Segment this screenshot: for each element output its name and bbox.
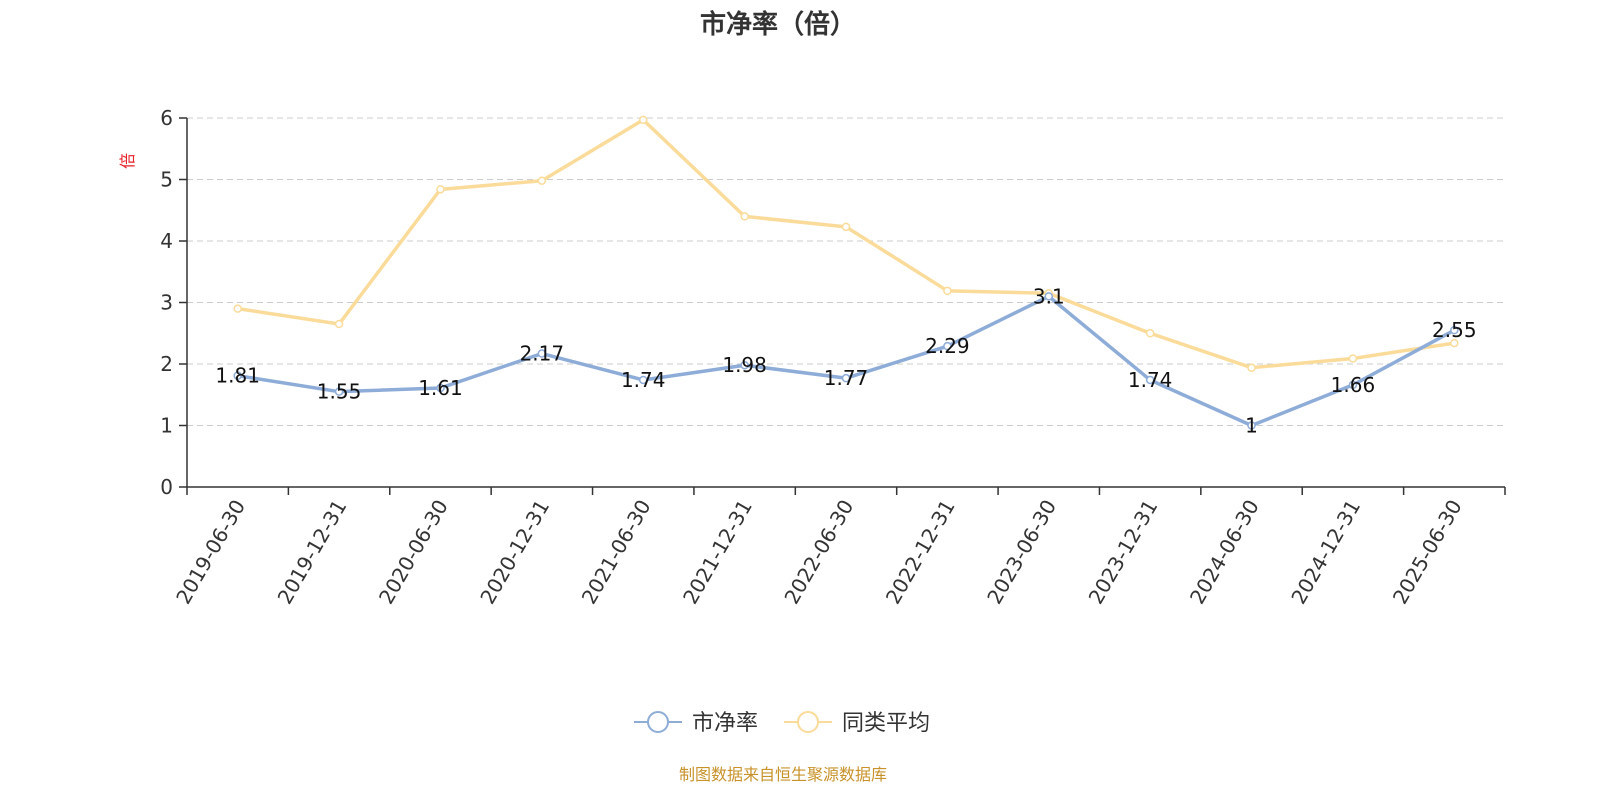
y-axis-ticks: 0 1 2 3 4 5 6 <box>160 106 187 499</box>
pb-point <box>841 373 851 383</box>
data-label: 2.55 <box>1432 318 1477 342</box>
series-line-pb <box>237 294 1456 428</box>
pb-point <box>537 349 547 358</box>
data-label: 1.66 <box>1331 373 1376 397</box>
peer-avg-point <box>740 212 749 221</box>
peer-avg-point <box>1247 363 1256 372</box>
data-label: 3.1 <box>1033 284 1065 308</box>
pb-point <box>1247 421 1256 430</box>
data-label: 1.98 <box>722 353 767 377</box>
peer-avg-point <box>334 319 344 329</box>
y-tick-label-1: 1 <box>160 414 173 438</box>
data-label: 2.17 <box>520 342 565 366</box>
pb-point <box>638 375 648 385</box>
data-label: 1.81 <box>215 364 260 388</box>
x-tick-label: 2023-12-31 <box>1084 496 1163 609</box>
x-axis-ticks: 2019-06-30 2019-12-31 2020-06-30 2020-12-31… <box>171 487 1506 609</box>
y-tick-label-6: 6 <box>160 106 173 130</box>
x-tick-label: 2019-06-30 <box>171 496 250 609</box>
y-axis-unit-label: 倍 <box>118 153 137 169</box>
legend-item-pb[interactable]: 市净率 <box>634 711 758 736</box>
x-tick-label: 2019-12-31 <box>273 496 352 609</box>
peer-avg-point <box>233 304 242 313</box>
data-label: 2.29 <box>925 334 970 358</box>
source-note: 制图数据来自恒生聚源数据库 <box>679 765 887 784</box>
pb-point <box>1145 375 1155 385</box>
pb-point <box>1044 292 1054 301</box>
x-tick-label: 2024-12-31 <box>1286 496 1365 609</box>
data-label: 1 <box>1245 414 1258 438</box>
y-tick-label-0: 0 <box>160 475 173 499</box>
x-tick-label: 2022-12-31 <box>881 496 960 609</box>
x-tick-label: 2021-12-31 <box>678 496 757 609</box>
x-tick-label: 2024-06-30 <box>1185 496 1264 609</box>
peer-avg-point <box>1450 338 1459 348</box>
pb-point <box>334 387 344 396</box>
pb-point <box>233 371 242 380</box>
data-label: 1.61 <box>418 376 463 400</box>
series-line-peer-avg <box>237 118 1455 370</box>
x-tick-label: 2023-06-30 <box>982 496 1061 609</box>
legend-marker-peer-avg <box>797 711 819 733</box>
legend-label-peer-avg: 同类平均 <box>842 711 930 736</box>
data-label: 1.74 <box>1128 368 1173 392</box>
data-label: 1.55 <box>317 380 362 404</box>
x-tick-label: 2021-06-30 <box>577 496 656 609</box>
x-tick-label: 2025-06-30 <box>1388 496 1467 609</box>
data-label: 1.77 <box>824 366 869 390</box>
legend-item-peer-avg[interactable]: 同类平均 <box>784 711 930 736</box>
peer-avg-point <box>537 176 547 185</box>
pb-point <box>1450 325 1459 335</box>
pb-point <box>1348 380 1358 390</box>
pb-point <box>943 341 952 351</box>
legend[interactable]: 市净率 同类平均 <box>634 711 930 736</box>
legend-marker-pb <box>647 711 669 733</box>
y-tick-label-2: 2 <box>160 352 173 376</box>
y-tick-label-5: 5 <box>160 168 173 192</box>
y-tick-label-3: 3 <box>160 291 173 315</box>
pb-point <box>740 360 749 370</box>
data-labels: 1.81 1.55 1.61 2.17 1.74 1.98 1.77 2.29 3.1 1.74 1… <box>215 284 1476 437</box>
x-tick-label: 2020-06-30 <box>374 496 453 609</box>
x-tick-label: 2022-06-30 <box>779 496 858 609</box>
y-tick-label-4: 4 <box>160 229 173 253</box>
peer-avg-point <box>1145 329 1155 338</box>
legend-label-pb: 市净率 <box>692 711 758 736</box>
x-tick-label: 2020-12-31 <box>475 496 554 609</box>
peer-avg-point <box>638 115 648 125</box>
data-label: 1.74 <box>621 368 666 392</box>
peer-avg-point <box>1348 354 1358 363</box>
chart-title: 市净率（倍） <box>700 9 856 40</box>
series-lines <box>233 115 1459 430</box>
peer-avg-point <box>841 222 851 232</box>
pb-point <box>436 383 445 393</box>
peer-avg-point <box>436 185 445 194</box>
peer-avg-point <box>943 286 952 296</box>
